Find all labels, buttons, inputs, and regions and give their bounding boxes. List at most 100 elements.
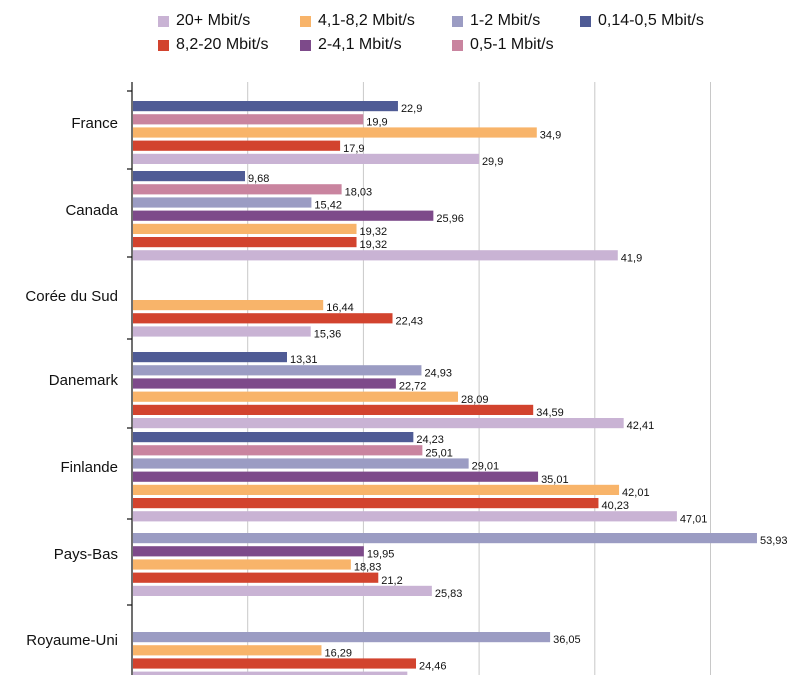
data-label: 13,31: [290, 354, 318, 366]
category-label-royaume-uni: Royaume-Uni: [26, 632, 118, 649]
legend-label: 8,2-20 Mbit/s: [176, 36, 269, 53]
bar-canada-8-2-20-mbit-s: [133, 237, 357, 248]
data-label: 19,95: [367, 548, 395, 560]
bar-canada-20-mbit-s: [133, 250, 618, 261]
legend-swatch: [300, 39, 311, 51]
bar-finlande-8-2-20-mbit-s: [133, 498, 599, 509]
bar-france-0-5-1-mbit-s: [133, 114, 364, 125]
legend-swatch: [452, 39, 463, 51]
data-label: 15,36: [314, 329, 342, 341]
legend-item-20-mbit-s: 20+ Mbit/s: [158, 12, 250, 30]
bar-canada-0-5-1-mbit-s: [133, 184, 342, 195]
bar-pays-bas-20-mbit-s: [133, 585, 432, 596]
bar-finlande-1-2-mbit-s: [133, 458, 469, 469]
data-label: 18,03: [345, 186, 373, 198]
bar-pays-bas-8-2-20-mbit-s: [133, 572, 379, 583]
data-label: 24,46: [419, 661, 447, 673]
data-label: 41,9: [621, 252, 642, 264]
bar-pays-bas-4-1-8-2-mbit-s: [133, 559, 351, 570]
bar-danemark-1-2-mbit-s: [133, 365, 422, 376]
bar-france-0-14-0-5-mbit-s: [133, 101, 398, 112]
data-label: 53,93: [760, 535, 788, 547]
bar-danemark-0-14-0-5-mbit-s: [133, 352, 287, 363]
bar-france-8-2-20-mbit-s: [133, 140, 341, 151]
data-label: 22,9: [401, 103, 422, 115]
bar-cor-e-du-sud-4-1-8-2-mbit-s: [133, 300, 324, 311]
data-label: 22,43: [396, 315, 424, 327]
bar-cor-e-du-sud-8-2-20-mbit-s: [133, 313, 393, 324]
bar-canada-0-14-0-5-mbit-s: [133, 171, 245, 182]
data-label: 24,23: [416, 434, 444, 446]
legend-item-1-2-mbit-s: 1-2 Mbit/s: [452, 12, 540, 30]
bar-canada-2-4-1-mbit-s: [133, 210, 434, 221]
data-label: 25,83: [435, 588, 463, 600]
data-label: 29,9: [482, 156, 503, 168]
category-label-france: France: [71, 115, 118, 132]
category-label-canada: Canada: [65, 202, 118, 219]
legend-label: 0,14-0,5 Mbit/s: [598, 12, 704, 29]
data-label: 40,23: [601, 500, 629, 512]
bar-canada-4-1-8-2-mbit-s: [133, 223, 357, 234]
legend-label: 20+ Mbit/s: [176, 12, 251, 29]
data-label: 22,72: [399, 381, 427, 393]
data-label: 19,32: [360, 239, 388, 251]
bar-france-4-1-8-2-mbit-s: [133, 127, 537, 138]
bar-royaume-uni-8-2-20-mbit-s: [133, 658, 417, 669]
legend-swatch: [158, 15, 169, 27]
bar-finlande-0-14-0-5-mbit-s: [133, 432, 414, 443]
legend-item-2-4-1-mbit-s: 2-4,1 Mbit/s: [300, 36, 402, 54]
bar-royaume-uni-4-1-8-2-mbit-s: [133, 645, 322, 656]
data-label: 17,9: [343, 143, 364, 155]
data-label: 34,59: [536, 407, 564, 419]
legend-swatch: [300, 15, 311, 27]
category-label-danemark: Danemark: [49, 372, 119, 389]
data-label: 24,93: [424, 367, 452, 379]
data-label: 16,44: [326, 302, 354, 314]
legend-swatch: [452, 15, 463, 27]
legend-label: 2-4,1 Mbit/s: [318, 36, 402, 53]
bar-canada-1-2-mbit-s: [133, 197, 312, 208]
legend-item-4-1-8-2-mbit-s: 4,1-8,2 Mbit/s: [300, 12, 415, 30]
bar-danemark-20-mbit-s: [133, 418, 624, 429]
category-label-finlande: Finlande: [60, 459, 118, 476]
legend-label: 4,1-8,2 Mbit/s: [318, 12, 415, 29]
data-label: 42,01: [622, 487, 650, 499]
data-label: 35,01: [541, 474, 569, 486]
data-label: 47,01: [680, 513, 708, 525]
bar-finlande-2-4-1-mbit-s: [133, 471, 539, 482]
data-label: 23,71: [410, 674, 438, 675]
legend-item-0-14-0-5-mbit-s: 0,14-0,5 Mbit/s: [580, 12, 704, 30]
legend-label: 1-2 Mbit/s: [470, 12, 541, 29]
data-label: 25,96: [436, 213, 464, 225]
data-label: 29,01: [472, 461, 500, 473]
bar-cor-e-du-sud-20-mbit-s: [133, 326, 311, 337]
data-label: 42,41: [627, 420, 655, 432]
data-label: 36,05: [553, 634, 581, 646]
data-label: 28,09: [461, 394, 489, 406]
data-label: 16,29: [324, 647, 352, 659]
bar-danemark-8-2-20-mbit-s: [133, 404, 534, 415]
data-label: 34,9: [540, 130, 561, 142]
bar-france-20-mbit-s: [133, 153, 479, 164]
bar-finlande-0-5-1-mbit-s: [133, 445, 423, 456]
legend-swatch: [580, 15, 591, 27]
bar-pays-bas-1-2-mbit-s: [133, 533, 757, 544]
data-label: 19,32: [360, 226, 388, 238]
bar-danemark-2-4-1-mbit-s: [133, 378, 396, 389]
data-label: 18,83: [354, 562, 382, 574]
data-label: 19,9: [366, 116, 387, 128]
legend-item-8-2-20-mbit-s: 8,2-20 Mbit/s: [158, 36, 268, 54]
chart-legend: 20+ Mbit/s 4,1-8,2 Mbit/s 1-2 Mbit/s 0,14-0…: [0, 0, 794, 70]
legend-label: 0,5-1 Mbit/s: [470, 36, 554, 53]
legend-item-0-5-1-mbit-s: 0,5-1 Mbit/s: [452, 36, 554, 54]
legend-swatch: [158, 39, 169, 51]
bar-finlande-4-1-8-2-mbit-s: [133, 484, 620, 495]
bar-royaume-uni-20-mbit-s: [133, 671, 408, 675]
data-label: 25,01: [425, 447, 453, 459]
bar-finlande-20-mbit-s: [133, 511, 677, 522]
category-label-pays-bas: Pays-Bas: [54, 546, 118, 563]
data-label: 15,42: [314, 200, 342, 212]
bar-pays-bas-2-4-1-mbit-s: [133, 546, 364, 557]
bar-royaume-uni-1-2-mbit-s: [133, 632, 551, 643]
